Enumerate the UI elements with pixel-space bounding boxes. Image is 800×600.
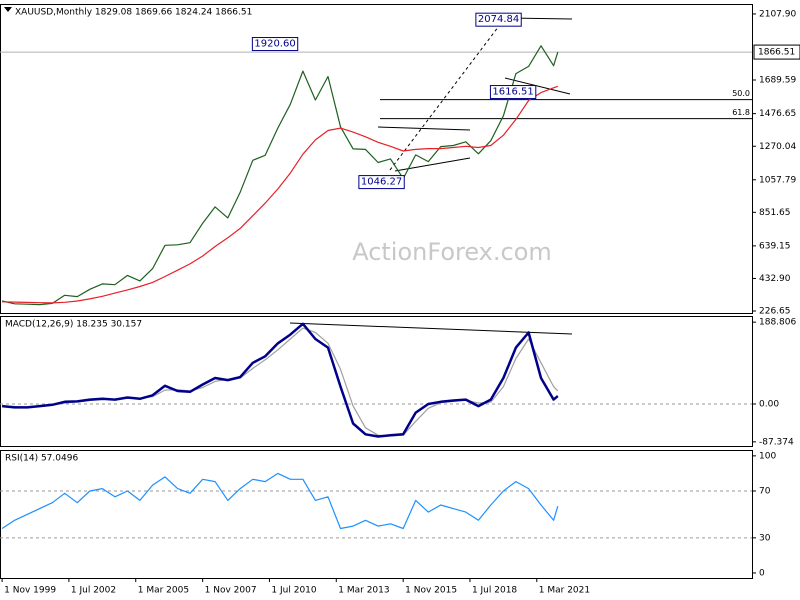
panel-title: XAUUSD,Monthly 1829.08 1869.66 1824.24 1… [15,8,252,18]
watermark: ActionForex.com [352,238,552,266]
y-tick-label: 432.90 [759,274,791,284]
panel-title: MACD(12,26,9) 18.235 30.157 [5,320,142,330]
panel-title: RSI(14) 57.0496 [5,454,78,464]
x-tick-label: 1 Mar 2013 [338,586,389,596]
annotation-box [489,85,537,100]
y-tick-label: 639.15 [759,241,791,251]
panel-border [0,450,753,579]
price-annotation: 1616.51 [489,85,537,100]
y-tick-label: 1270.04 [759,142,796,152]
annotation-label: 1046.27 [361,177,402,188]
x-tick-label: 1 Mar 2005 [138,586,189,596]
trend-line [394,157,471,172]
annotation-box [475,12,522,27]
price-annotation: 1920.60 [251,37,299,52]
fib-label: 61.8 [732,108,750,117]
series-line [1,322,559,438]
y-tick-label: 0.00 [759,399,779,409]
price-annotation: 2074.84 [475,12,522,27]
trend-line [504,77,571,95]
annotation-label: 1920.60 [254,39,295,50]
drawn-lines [289,17,573,335]
trend-line [389,17,506,171]
trend-line [377,126,471,131]
annotation-box [358,175,405,190]
price-annotation: 1046.27 [358,175,405,190]
y-tick-label: 1476.65 [759,109,796,119]
annotation-box [251,37,299,52]
y-tick-label: 226.65 [759,307,791,317]
series-line [2,85,559,304]
last-price-box [753,44,800,60]
x-tick-label: 1 Nov 1999 [4,586,56,596]
trend-line [289,322,573,335]
x-tick-label: 1 Nov 2015 [405,586,457,596]
last-price-label: 1866.51 [758,48,795,58]
y-tick-label: 30 [759,533,771,543]
y-tick-label: 1689.59 [759,76,796,86]
x-tick-label: 1 Jul 2010 [271,586,316,596]
annotation-label: 1616.51 [492,87,533,98]
series-line [1,45,559,306]
y-tick-label: 2107.90 [759,9,796,19]
y-tick-label: 100 [759,451,776,461]
y-tick-label: 188.806 [759,318,796,328]
x-tick-label: 1 Jul 2018 [472,586,517,596]
y-tick-label: 0 [759,568,765,578]
fib-label: 50.0 [732,89,750,98]
panel-border [0,4,753,314]
y-tick-label: 1057.79 [759,175,796,185]
x-tick-label: 1 Nov 2007 [205,586,257,596]
y-tick-label: 851.65 [759,208,791,218]
y-tick-label: -87.374 [759,437,794,447]
panel-border [0,316,753,447]
series-line [1,472,559,530]
menu-arrow[interactable] [4,7,12,12]
annotation-label: 2074.84 [478,14,519,25]
y-tick-label: 70 [759,486,771,496]
x-tick-label: 1 Jul 2002 [71,586,116,596]
x-tick-label: 1 Mar 2021 [539,586,590,596]
